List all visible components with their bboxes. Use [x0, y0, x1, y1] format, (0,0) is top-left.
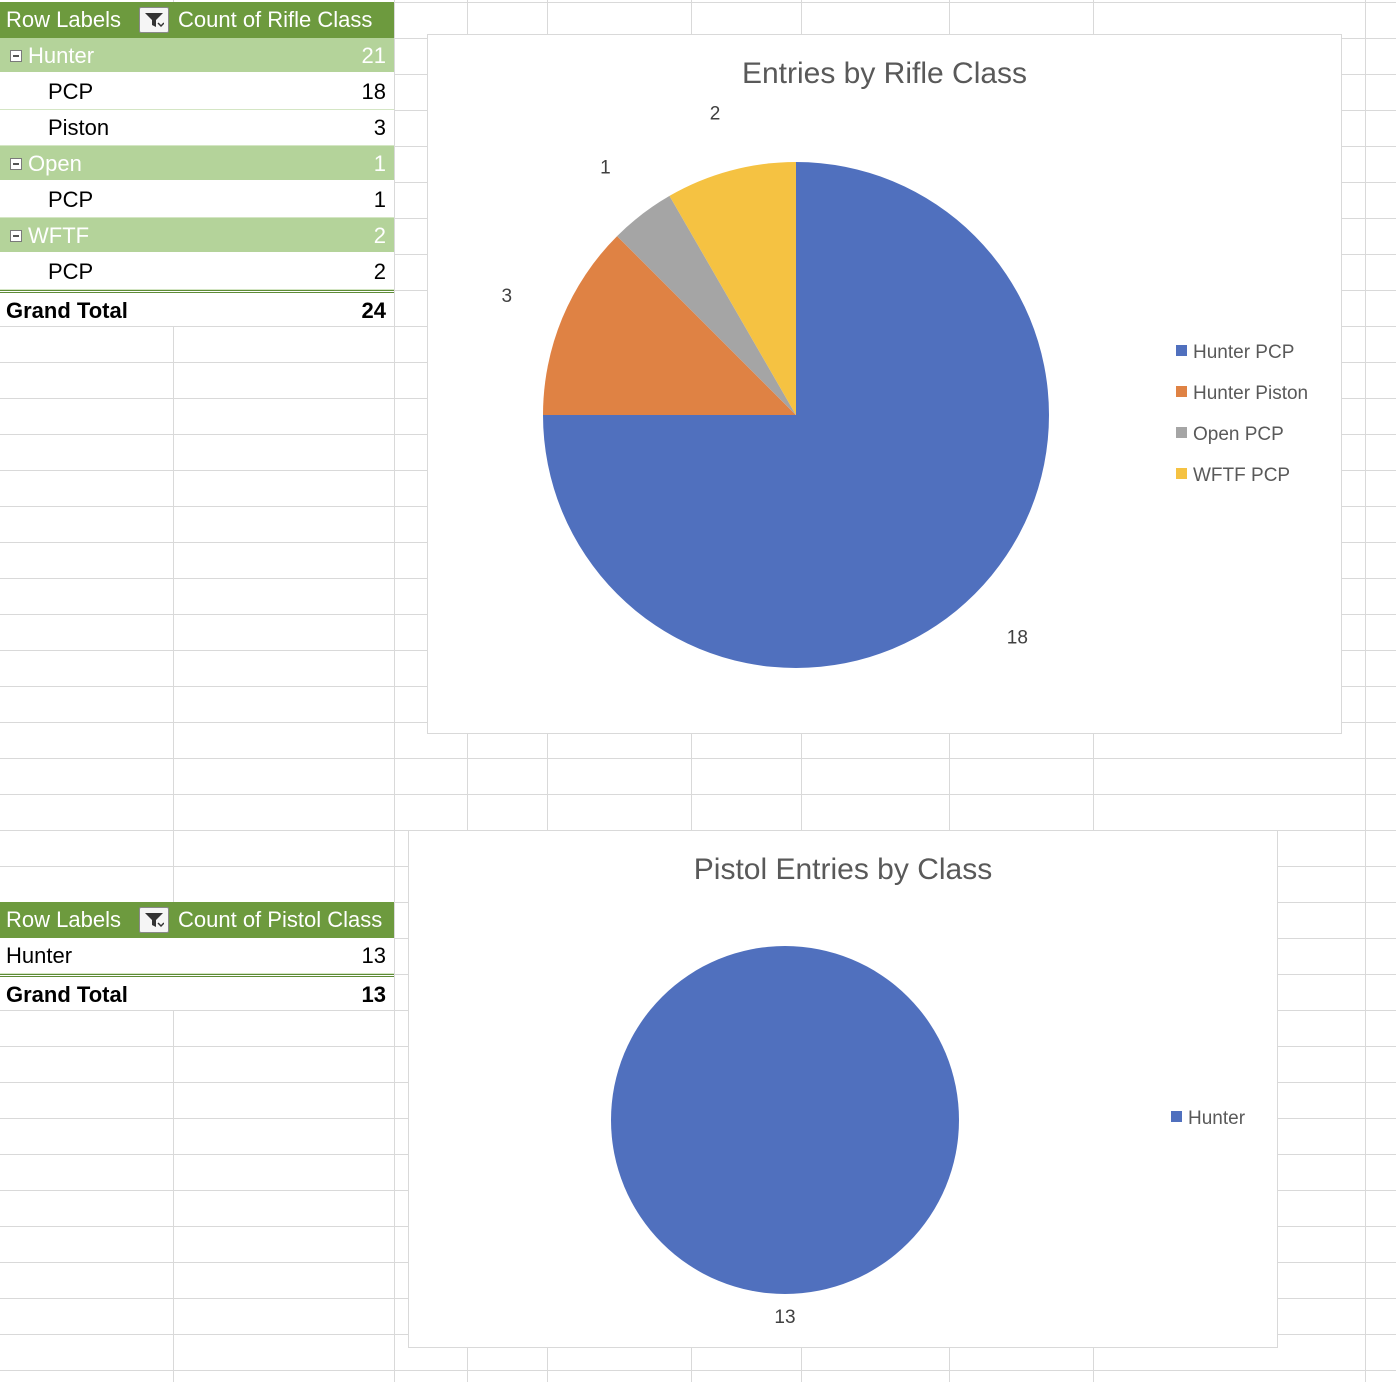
rifle-pivot-table[interactable]: Row Labels Count of Rifle Class Hunter 21… [0, 2, 394, 326]
chart-title: Entries by Rifle Class [741, 57, 1028, 90]
pivot-item-row: PCP 1 [0, 182, 394, 218]
filter-dropdown-button[interactable] [139, 907, 169, 933]
legend-swatch [1176, 427, 1187, 439]
data-label: 3 [502, 286, 513, 307]
pivot-row-value: 18 [361, 79, 386, 104]
grid-column-line [394, 0, 395, 1382]
pie-plot-area: 18 3 1 2 [502, 104, 1049, 668]
pivot-row-value: 1 [373, 187, 386, 212]
pie-slice-wftf-pcp[interactable] [669, 162, 797, 415]
pivot-row-value: 1 [373, 151, 386, 176]
rifle-class-pie-chart[interactable]: Entries by Rifle Class 18 3 1 2 Hunter PCP H… [427, 34, 1342, 734]
pivot-row-label: Piston [48, 115, 110, 140]
legend-swatch [1171, 1111, 1182, 1123]
row-labels-header: Row Labels [6, 7, 121, 32]
pivot-row-value: 2 [373, 223, 386, 248]
pivot-row-label: WFTF [28, 223, 90, 248]
grid-row-line [0, 1370, 1396, 1371]
legend-label: Hunter PCP [1193, 342, 1295, 363]
pivot-row-label: PCP [48, 259, 94, 284]
pie-slice-hunter[interactable] [611, 946, 959, 1294]
pivot-group-row[interactable]: Hunter 21 [0, 38, 394, 74]
pivot-item-row: Piston 3 [0, 110, 394, 146]
data-label: 18 [1007, 627, 1028, 648]
grand-total-row: Grand Total 13 [0, 974, 394, 1010]
rifle-pivot-header: Row Labels Count of Rifle Class [0, 2, 394, 38]
count-column-header: Count of Rifle Class [178, 7, 373, 32]
data-label: 1 [600, 158, 611, 179]
legend-label: Hunter Piston [1193, 383, 1309, 404]
filter-icon [145, 913, 164, 928]
collapse-toggle-icon[interactable] [10, 230, 22, 242]
pistol-pivot-header: Row Labels Count of Pistol Class [0, 902, 394, 938]
collapse-toggle-icon[interactable] [10, 50, 22, 62]
pivot-row-value: 3 [373, 115, 386, 140]
count-column-header: Count of Pistol Class [178, 907, 383, 932]
chart-title: Pistol Entries by Class [693, 853, 993, 886]
legend-item: Open PCP [1176, 424, 1284, 446]
legend-label: WFTF PCP [1193, 465, 1291, 486]
grid-column-line [173, 0, 174, 1382]
row-labels-header: Row Labels [6, 907, 121, 932]
pivot-row-label: PCP [48, 79, 94, 104]
legend-item: Hunter [1171, 1108, 1245, 1130]
pistol-pivot-table[interactable]: Row Labels Count of Pistol Class Hunter 1… [0, 902, 394, 1010]
grand-total-label: Grand Total [6, 298, 128, 323]
pie-plot-area: 13 [611, 946, 959, 1328]
filter-dropdown-button[interactable] [139, 7, 169, 33]
data-label: 2 [710, 104, 721, 125]
legend-item: Hunter PCP [1176, 342, 1294, 364]
pivot-row-value: 21 [361, 43, 386, 68]
pivot-row-label: Open [28, 151, 82, 176]
pivot-row-label: Hunter [6, 943, 73, 968]
pivot-item-row: Hunter 13 [0, 938, 394, 974]
legend-swatch [1176, 468, 1187, 480]
legend-item: WFTF PCP [1176, 465, 1290, 487]
legend-label: Open PCP [1193, 424, 1284, 445]
pivot-item-row: PCP 18 [0, 74, 394, 110]
filter-icon [145, 13, 164, 28]
legend-swatch [1176, 345, 1187, 357]
pie-slice-open-pcp[interactable] [617, 195, 796, 415]
pivot-item-row: PCP 2 [0, 254, 394, 290]
legend-item: Hunter Piston [1176, 383, 1308, 405]
grand-total-value: 24 [361, 298, 386, 323]
legend-swatch [1176, 386, 1187, 398]
grid-column-line [1365, 0, 1366, 1382]
collapse-toggle-icon[interactable] [10, 158, 22, 170]
pivot-group-row[interactable]: WFTF 2 [0, 218, 394, 254]
grand-total-label: Grand Total [6, 982, 128, 1007]
pistol-class-pie-chart[interactable]: Pistol Entries by Class 13 Hunter [408, 830, 1278, 1348]
pivot-row-label: Hunter [28, 43, 95, 68]
pivot-row-label: PCP [48, 187, 94, 212]
pivot-group-row[interactable]: Open 1 [0, 146, 394, 182]
pivot-row-value: 13 [361, 943, 386, 968]
pie-slice-hunter-piston[interactable] [543, 236, 796, 415]
pivot-row-value: 2 [373, 259, 386, 284]
grand-total-row: Grand Total 24 [0, 290, 394, 326]
legend-label: Hunter [1188, 1108, 1246, 1129]
grid-row-line [0, 794, 1396, 795]
grid-row-line [0, 2, 1396, 3]
grand-total-value: 13 [361, 982, 386, 1007]
grid-row-line [0, 758, 1396, 759]
data-label: 13 [774, 1307, 795, 1328]
